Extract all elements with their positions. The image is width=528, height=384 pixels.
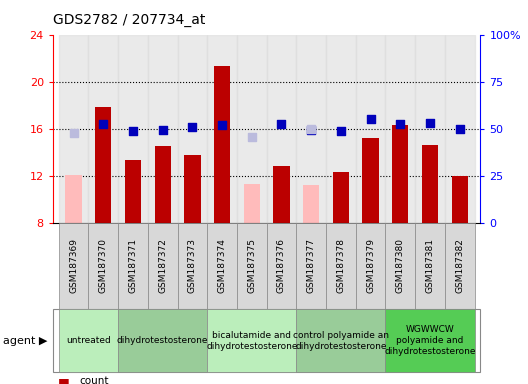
Text: GSM187379: GSM187379 xyxy=(366,238,375,293)
Point xyxy=(158,127,167,133)
Bar xyxy=(148,223,177,309)
Text: GSM187374: GSM187374 xyxy=(218,238,227,293)
Bar xyxy=(59,223,89,309)
Bar xyxy=(356,223,385,309)
Bar xyxy=(89,35,118,223)
Bar xyxy=(177,35,207,223)
Bar xyxy=(385,309,475,372)
Point xyxy=(426,120,434,126)
Bar xyxy=(207,223,237,309)
Bar xyxy=(274,166,290,223)
Text: control polyamide an
dihydrotestosterone: control polyamide an dihydrotestosterone xyxy=(293,331,389,351)
Point xyxy=(188,124,196,131)
Text: bicalutamide and
dihydrotestosterone: bicalutamide and dihydrotestosterone xyxy=(206,331,298,351)
Bar xyxy=(148,35,177,223)
Text: GSM187381: GSM187381 xyxy=(426,238,435,293)
Bar xyxy=(118,223,148,309)
Text: ■: ■ xyxy=(58,376,70,384)
Text: GSM187382: GSM187382 xyxy=(455,238,464,293)
Bar xyxy=(445,35,475,223)
Bar xyxy=(362,138,379,223)
Text: GSM187376: GSM187376 xyxy=(277,238,286,293)
Point xyxy=(307,127,315,133)
Point xyxy=(99,121,108,127)
Bar xyxy=(95,108,111,223)
Point xyxy=(129,128,137,134)
Bar xyxy=(296,35,326,223)
Bar xyxy=(296,223,326,309)
Bar xyxy=(207,35,237,223)
Text: dihydrotestosterone: dihydrotestosterone xyxy=(117,336,209,345)
Text: GSM187371: GSM187371 xyxy=(128,238,137,293)
Text: agent ▶: agent ▶ xyxy=(3,336,47,346)
Bar xyxy=(214,66,230,223)
Bar xyxy=(296,309,385,372)
Point xyxy=(396,121,404,127)
Bar xyxy=(415,223,445,309)
Bar xyxy=(451,176,468,223)
Bar xyxy=(243,184,260,223)
Bar xyxy=(356,35,385,223)
Point xyxy=(456,126,464,132)
Point xyxy=(366,116,375,122)
Bar xyxy=(118,35,148,223)
Point xyxy=(69,130,78,136)
Bar xyxy=(237,35,267,223)
Bar xyxy=(118,309,207,372)
Bar xyxy=(184,154,201,223)
Bar xyxy=(333,172,349,223)
Bar xyxy=(155,146,171,223)
Bar xyxy=(415,35,445,223)
Point xyxy=(218,122,227,128)
Text: GSM187378: GSM187378 xyxy=(336,238,345,293)
Text: GSM187372: GSM187372 xyxy=(158,238,167,293)
Point xyxy=(307,126,315,132)
Bar xyxy=(445,223,475,309)
Bar xyxy=(237,223,267,309)
Bar xyxy=(385,35,415,223)
Bar xyxy=(326,223,356,309)
Text: untreated: untreated xyxy=(66,336,111,345)
Bar xyxy=(207,309,296,372)
Bar xyxy=(422,145,438,223)
Bar xyxy=(125,161,141,223)
Bar xyxy=(385,223,415,309)
Bar xyxy=(89,223,118,309)
Text: GSM187377: GSM187377 xyxy=(307,238,316,293)
Bar xyxy=(392,125,409,223)
Bar xyxy=(267,35,296,223)
Point xyxy=(248,134,256,141)
Text: count: count xyxy=(79,376,109,384)
Text: GDS2782 / 207734_at: GDS2782 / 207734_at xyxy=(53,13,205,27)
Text: GSM187373: GSM187373 xyxy=(188,238,197,293)
Text: GSM187369: GSM187369 xyxy=(69,238,78,293)
Bar xyxy=(177,223,207,309)
Bar xyxy=(59,309,118,372)
Bar xyxy=(326,35,356,223)
Point xyxy=(337,128,345,134)
Bar xyxy=(59,35,89,223)
Point xyxy=(277,121,286,127)
Text: GSM187370: GSM187370 xyxy=(99,238,108,293)
Bar xyxy=(65,174,82,223)
Text: GSM187380: GSM187380 xyxy=(396,238,405,293)
Bar xyxy=(303,185,319,223)
Text: WGWWCW
polyamide and
dihydrotestosterone: WGWWCW polyamide and dihydrotestosterone xyxy=(384,325,476,356)
Bar xyxy=(267,223,296,309)
Text: GSM187375: GSM187375 xyxy=(247,238,256,293)
